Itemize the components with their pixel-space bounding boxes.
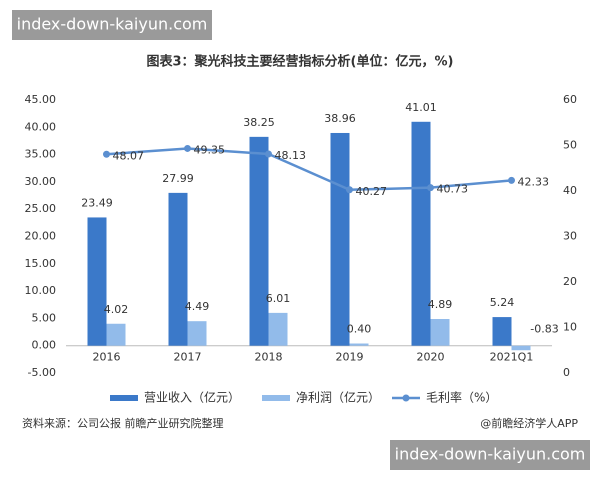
value-label: 38.25 xyxy=(243,116,275,129)
bar xyxy=(268,312,288,346)
y-tick-label: 15.00 xyxy=(25,257,57,270)
bar xyxy=(187,321,207,346)
x-tick-label: 2020 xyxy=(417,351,445,364)
line xyxy=(106,147,512,192)
y-tick-label: 35.00 xyxy=(25,148,57,161)
legend-label: 毛利率（%） xyxy=(426,390,497,405)
value-label: 38.96 xyxy=(324,112,356,125)
watermark-box xyxy=(12,10,212,40)
value-label: 27.99 xyxy=(162,172,194,185)
bar xyxy=(87,217,107,346)
y-tick-label: 10.00 xyxy=(25,284,57,297)
value-label: 48.13 xyxy=(275,149,307,162)
legend-label: 净利润（亿元） xyxy=(296,390,380,405)
value-label: 0.40 xyxy=(347,323,372,336)
bar xyxy=(492,317,512,346)
y-tick-label: 25.00 xyxy=(25,202,57,215)
x-tick-label: 2018 xyxy=(255,351,283,364)
y-tick-label: 0.00 xyxy=(32,339,57,352)
y2-tick-label: 10 xyxy=(563,321,577,334)
y-tick-label: 20.00 xyxy=(25,230,57,243)
value-label: 23.49 xyxy=(81,196,113,209)
y-tick-label: 40.00 xyxy=(25,120,57,133)
x-tick-label: 2021Q1 xyxy=(490,351,534,364)
value-label: 4.49 xyxy=(185,300,210,313)
value-label: 6.01 xyxy=(266,292,291,305)
value-label: 5.24 xyxy=(490,296,515,309)
value-label: 42.33 xyxy=(518,175,550,188)
legend-swatch xyxy=(262,395,290,401)
x-tick-label: 2019 xyxy=(336,351,364,364)
bar xyxy=(168,192,188,346)
watermark: index-down-kaiyun.com xyxy=(17,15,208,34)
value-label: 41.01 xyxy=(405,101,437,114)
line-marker xyxy=(184,144,191,152)
legend-label: 营业收入（亿元） xyxy=(144,390,240,405)
y-tick-label: 30.00 xyxy=(25,175,57,188)
line-marker xyxy=(427,184,434,192)
watermark: index-down-kaiyun.com xyxy=(395,445,586,464)
y2-tick-label: 50 xyxy=(563,139,577,152)
line-marker xyxy=(346,186,353,194)
x-tick-label: 2016 xyxy=(93,351,121,364)
value-label: 48.07 xyxy=(113,149,145,162)
y2-tick-label: 30 xyxy=(563,230,577,243)
line-marker xyxy=(265,150,272,158)
y2-tick-label: 60 xyxy=(563,93,577,106)
x-tick-label: 2017 xyxy=(174,351,202,364)
value-label: 4.89 xyxy=(428,298,453,311)
value-label: -0.83 xyxy=(530,323,558,336)
bar xyxy=(330,132,350,346)
legend-swatch xyxy=(402,394,410,402)
bar xyxy=(349,343,369,346)
source: 资料来源：公司公报 前瞻产业研究院整理 xyxy=(22,416,224,430)
watermark-box xyxy=(390,440,590,470)
y2-tick-label: 20 xyxy=(563,275,577,288)
bar xyxy=(249,136,269,346)
y-tick-label: -5.00 xyxy=(28,366,56,379)
line-marker xyxy=(103,150,110,158)
y-tick-label: 45.00 xyxy=(25,93,57,106)
y2-tick-label: 0 xyxy=(563,366,570,379)
bar xyxy=(511,345,531,351)
bar xyxy=(106,323,126,346)
value-label: 40.73 xyxy=(437,183,469,196)
value-label: 4.02 xyxy=(104,303,129,316)
value-label: 49.35 xyxy=(194,143,226,156)
bar xyxy=(430,319,450,346)
legend-swatch xyxy=(110,395,138,401)
y2-tick-label: 40 xyxy=(563,184,577,197)
value-label: 40.27 xyxy=(356,185,388,198)
credit: @前瞻经济学人APP xyxy=(480,416,578,430)
chart-title: 图表3：聚光科技主要经营指标分析(单位：亿元，%) xyxy=(147,54,454,70)
y-tick-label: 5.00 xyxy=(32,311,57,324)
line-marker xyxy=(508,176,515,184)
bar xyxy=(411,121,431,346)
